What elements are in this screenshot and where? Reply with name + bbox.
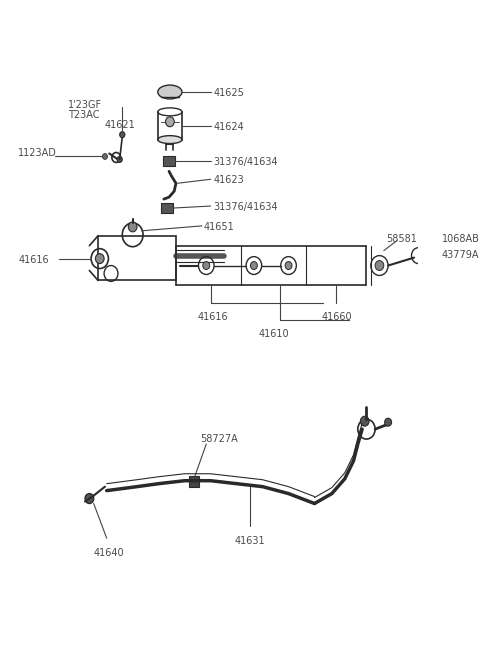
Text: 43779A: 43779A [442, 250, 480, 260]
Text: 41616: 41616 [198, 312, 228, 322]
Text: T23AC: T23AC [68, 110, 99, 120]
Circle shape [117, 156, 122, 162]
Text: 41640: 41640 [94, 548, 124, 558]
Bar [163, 156, 175, 166]
Text: 41616: 41616 [18, 255, 49, 265]
Text: 41624: 41624 [213, 122, 244, 132]
Text: 31376/41634: 31376/41634 [213, 158, 278, 168]
Text: 58581: 58581 [386, 234, 417, 244]
Text: 41651: 41651 [204, 222, 234, 232]
Text: 41621: 41621 [105, 120, 136, 130]
Text: 1'23GF: 1'23GF [68, 100, 102, 110]
Circle shape [120, 131, 125, 137]
Ellipse shape [158, 135, 182, 144]
Text: 41660: 41660 [322, 312, 352, 322]
Circle shape [96, 254, 104, 263]
Text: 31376/41634: 31376/41634 [213, 202, 278, 212]
Circle shape [251, 261, 257, 269]
Circle shape [375, 261, 384, 271]
Text: 41631: 41631 [235, 536, 265, 546]
Text: 1123AD: 1123AD [18, 148, 57, 158]
Circle shape [102, 154, 108, 160]
Circle shape [128, 222, 137, 232]
Circle shape [166, 117, 174, 127]
Circle shape [384, 419, 392, 426]
Bar [161, 203, 173, 213]
Circle shape [85, 493, 94, 503]
Circle shape [438, 244, 445, 252]
Circle shape [203, 261, 210, 269]
Circle shape [285, 261, 292, 269]
Bar [98, 236, 176, 281]
Ellipse shape [158, 85, 182, 99]
Bar [189, 476, 199, 487]
Text: 41625: 41625 [213, 88, 244, 98]
Circle shape [360, 417, 369, 426]
Text: 41610: 41610 [258, 329, 289, 339]
Text: 1068AB: 1068AB [442, 234, 480, 244]
Text: 58727A: 58727A [200, 434, 238, 444]
Text: 41623: 41623 [213, 175, 244, 185]
